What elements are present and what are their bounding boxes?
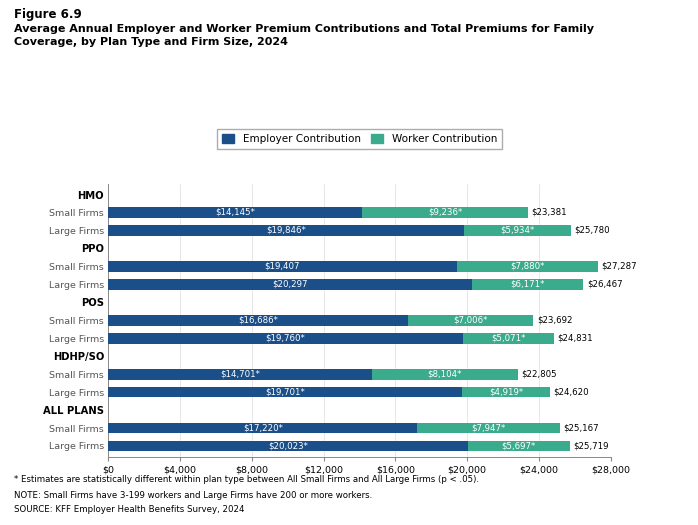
Text: $23,381: $23,381: [531, 208, 567, 217]
Text: $16,686*: $16,686*: [238, 316, 278, 325]
Bar: [108, 423, 417, 434]
Bar: [108, 387, 462, 397]
Text: $27,287: $27,287: [602, 262, 637, 271]
Bar: [108, 207, 362, 218]
Text: Figure 6.9: Figure 6.9: [14, 8, 82, 21]
Text: $25,167: $25,167: [563, 424, 599, 433]
Text: NOTE: Small Firms have 3-199 workers and Large Firms have 200 or more workers.: NOTE: Small Firms have 3-199 workers and…: [14, 491, 372, 500]
Text: $24,620: $24,620: [554, 387, 589, 396]
Text: $5,697*: $5,697*: [502, 442, 536, 450]
Bar: [108, 279, 473, 290]
Legend: Employer Contribution, Worker Contribution: Employer Contribution, Worker Contributi…: [216, 129, 503, 149]
Text: $19,760*: $19,760*: [266, 334, 306, 343]
Text: $14,145*: $14,145*: [215, 208, 255, 217]
Bar: [108, 225, 464, 236]
Text: $7,947*: $7,947*: [471, 424, 506, 433]
Bar: [108, 261, 456, 272]
Bar: [362, 207, 528, 218]
Text: $14,701*: $14,701*: [220, 370, 260, 379]
Text: $25,780: $25,780: [574, 226, 610, 235]
Bar: [417, 423, 560, 434]
Bar: [108, 315, 408, 326]
Text: $20,023*: $20,023*: [268, 442, 308, 450]
Text: $25,719: $25,719: [574, 442, 609, 450]
Bar: [463, 333, 554, 343]
Text: $19,407: $19,407: [265, 262, 300, 271]
Text: Average Annual Employer and Worker Premium Contributions and Total Premiums for : Average Annual Employer and Worker Premi…: [14, 24, 594, 47]
Text: $8,104*: $8,104*: [428, 370, 462, 379]
Bar: [464, 225, 571, 236]
Text: $7,880*: $7,880*: [510, 262, 544, 271]
Text: * Estimates are statistically different within plan type between All Small Firms: * Estimates are statistically different …: [14, 475, 479, 484]
Text: $26,467: $26,467: [587, 280, 623, 289]
Text: $24,831: $24,831: [558, 334, 593, 343]
Bar: [473, 279, 584, 290]
Text: $5,934*: $5,934*: [500, 226, 535, 235]
Text: $22,805: $22,805: [521, 370, 557, 379]
Text: $17,220*: $17,220*: [243, 424, 283, 433]
Bar: [372, 369, 517, 380]
Text: $6,171*: $6,171*: [511, 280, 545, 289]
Bar: [108, 440, 468, 452]
Bar: [462, 387, 550, 397]
Bar: [468, 440, 570, 452]
Text: $19,701*: $19,701*: [265, 387, 305, 396]
Text: $7,006*: $7,006*: [454, 316, 488, 325]
Text: $5,071*: $5,071*: [491, 334, 526, 343]
Bar: [408, 315, 533, 326]
Bar: [108, 333, 463, 343]
Text: $9,236*: $9,236*: [428, 208, 462, 217]
Text: $23,692: $23,692: [537, 316, 572, 325]
Text: $19,846*: $19,846*: [267, 226, 306, 235]
Text: $20,297: $20,297: [273, 280, 308, 289]
Text: SOURCE: KFF Employer Health Benefits Survey, 2024: SOURCE: KFF Employer Health Benefits Sur…: [14, 505, 244, 514]
Bar: [456, 261, 598, 272]
Text: $4,919*: $4,919*: [489, 387, 523, 396]
Bar: [108, 369, 372, 380]
